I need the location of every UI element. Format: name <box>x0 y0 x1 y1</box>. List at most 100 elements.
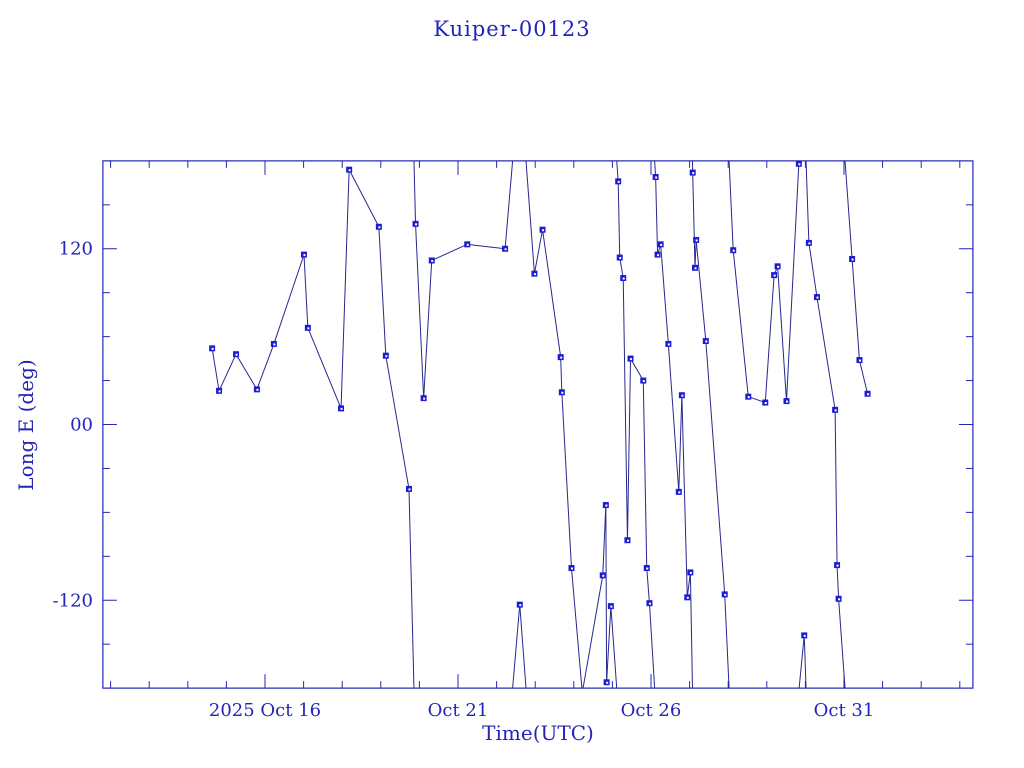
marker-center-dot <box>602 574 605 577</box>
track-segment <box>816 297 836 410</box>
marker-center-dot <box>642 380 645 383</box>
marker-center-dot <box>610 605 613 608</box>
track-segment <box>504 160 514 249</box>
track-segment <box>582 575 604 689</box>
marker-center-dot <box>686 596 689 599</box>
marker-center-dot <box>867 393 870 396</box>
track-segment <box>413 160 417 224</box>
marker-center-dot <box>657 254 660 257</box>
marker-center-dot <box>816 296 819 299</box>
track-segment <box>695 239 707 342</box>
track-segment <box>626 358 632 541</box>
track-segment <box>646 567 650 604</box>
track-segment <box>667 343 680 492</box>
track-segment <box>694 239 697 268</box>
track-segment <box>560 357 563 393</box>
marker-center-dot <box>622 277 625 280</box>
marker-center-dot <box>724 593 727 596</box>
track-segment <box>415 223 425 399</box>
track-segment <box>785 163 800 402</box>
marker-center-dot <box>560 356 563 359</box>
track-segment <box>542 229 562 358</box>
track-segment <box>606 606 612 683</box>
marker-center-dot <box>803 634 806 637</box>
marker-center-dot <box>838 598 841 601</box>
marker-center-dot <box>378 226 381 229</box>
marker-center-dot <box>423 397 426 400</box>
marker-center-dot <box>542 229 545 232</box>
marker-center-dot <box>605 504 608 507</box>
y-tick-label: 120 <box>59 239 93 260</box>
track-segment <box>777 266 787 402</box>
track-segment <box>467 243 506 250</box>
track-segment <box>858 359 869 394</box>
track-segment <box>378 226 387 356</box>
chart-title: Kuiper-00123 <box>433 17 591 41</box>
marker-center-dot <box>764 402 767 405</box>
marker-center-dot <box>678 491 681 494</box>
track-segment <box>844 160 853 260</box>
marker-center-dot <box>504 248 507 251</box>
marker-center-dot <box>431 259 434 262</box>
plot-frame <box>102 160 974 689</box>
x-tick-label: Oct 26 <box>621 700 682 721</box>
track-segment <box>256 343 275 390</box>
marker-center-dot <box>646 567 649 570</box>
marker-center-dot <box>606 681 609 684</box>
marker-center-dot <box>617 180 620 183</box>
track-segment <box>570 567 583 689</box>
track-segment <box>619 257 624 279</box>
marker-center-dot <box>385 355 388 358</box>
track-segment <box>431 243 468 261</box>
track-segment <box>654 160 657 178</box>
marker-center-dot <box>773 274 776 277</box>
data-series-longitude-track <box>209 160 871 689</box>
track-segment <box>838 598 846 689</box>
track-segment <box>610 606 618 689</box>
track-segment <box>622 278 628 541</box>
marker-center-dot <box>235 353 238 356</box>
track-segment <box>686 572 691 598</box>
marker-center-dot <box>630 358 633 361</box>
track-segment <box>235 353 258 390</box>
track-segment <box>602 505 607 576</box>
track-segment <box>732 250 749 397</box>
track-segment <box>408 488 415 689</box>
marker-center-dot <box>211 347 214 350</box>
marker-center-dot <box>466 243 469 246</box>
y-axis-title: Long E (deg) <box>14 359 38 491</box>
track-segment <box>533 229 544 274</box>
track-segment <box>512 604 521 689</box>
marker-center-dot <box>340 407 343 410</box>
marker-center-dot <box>348 169 351 172</box>
track-segment <box>798 160 800 164</box>
track-segment <box>648 603 656 689</box>
marker-center-dot <box>408 488 411 491</box>
y-tick-label: -120 <box>53 590 93 611</box>
track-segment <box>705 340 726 595</box>
track-segment <box>692 172 696 268</box>
marker-center-dot <box>648 602 651 605</box>
track-segment <box>808 242 818 298</box>
marker-center-dot <box>695 239 698 242</box>
x-tick-label: 2025 Oct 16 <box>209 700 321 721</box>
track-segment <box>678 395 683 492</box>
marker-center-dot <box>667 343 670 346</box>
track-segment <box>798 635 805 689</box>
marker-center-dot <box>732 249 735 252</box>
track-segment <box>681 395 688 598</box>
marker-center-dot <box>798 163 801 166</box>
marker-center-dot <box>303 254 306 257</box>
marker-center-dot <box>415 223 418 226</box>
track-segment <box>616 160 619 182</box>
track-segment <box>689 572 693 689</box>
marker-center-dot <box>519 604 522 607</box>
track-segment <box>348 169 380 228</box>
track-segment <box>642 380 648 569</box>
marker-center-dot <box>256 388 259 391</box>
track-segment <box>803 635 807 689</box>
track-segment <box>340 169 350 409</box>
track-segment <box>605 505 608 683</box>
